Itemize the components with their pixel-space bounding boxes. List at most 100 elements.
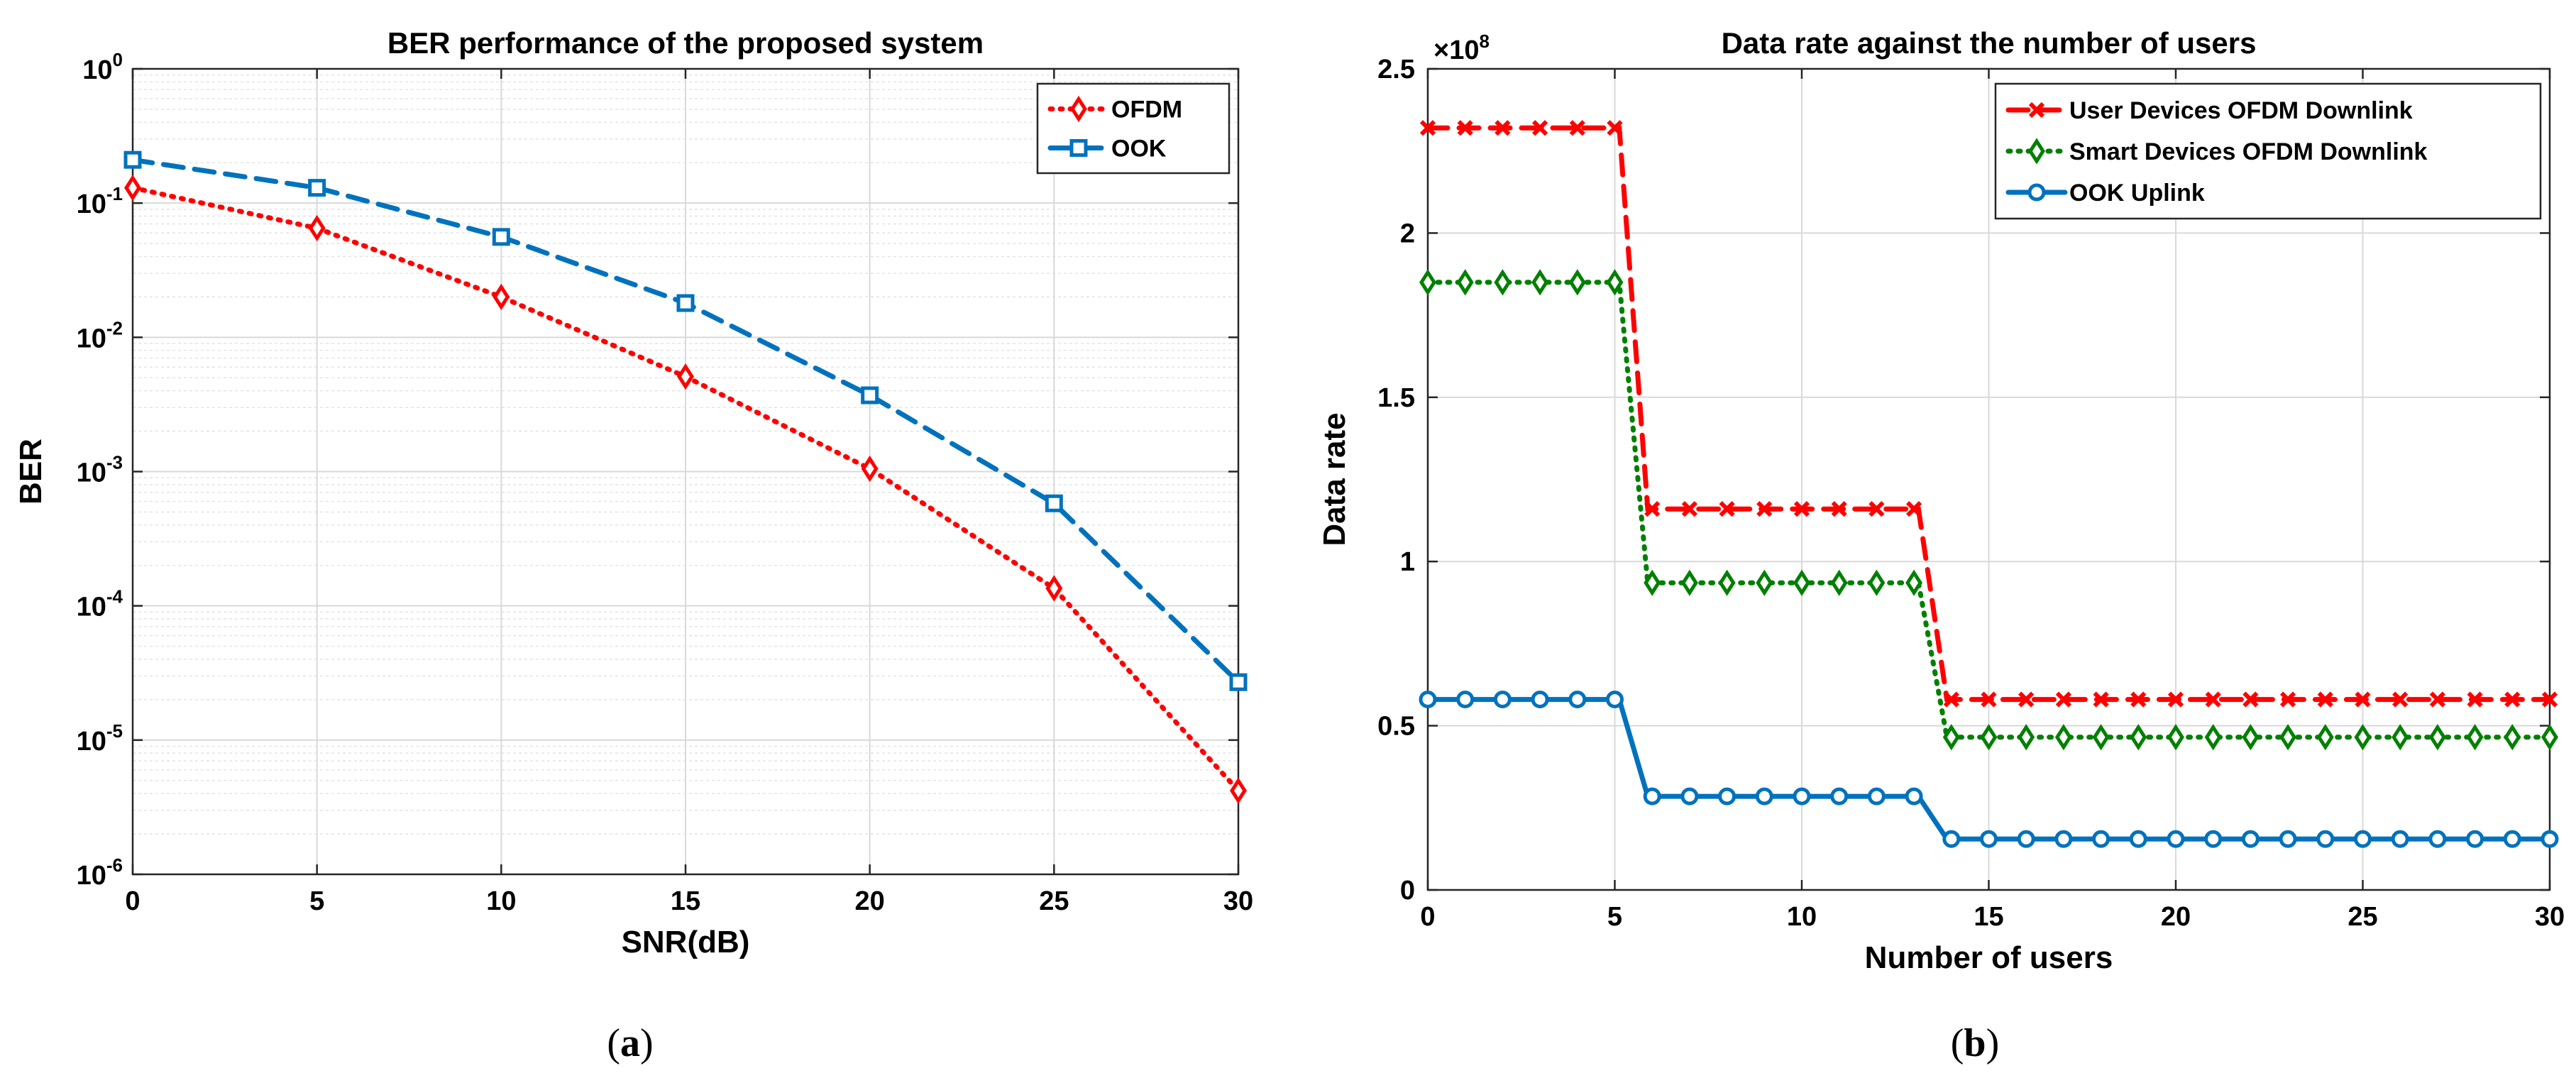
y-exponent-label: ×108: [1433, 31, 1490, 65]
data-point: [1793, 501, 1810, 517]
data-point: [861, 455, 879, 483]
data-point: [677, 363, 694, 390]
legend-label: OFDM: [1111, 97, 1182, 123]
data-point: [1756, 569, 1773, 596]
datarate-chart: 0 5 10 15 20 25 30 0 0.5 1 1.5 2 2.5 Data rate agains…: [1317, 26, 2565, 975]
data-point: [2354, 724, 2372, 751]
data-point: [2541, 724, 2558, 751]
data-point: [1045, 575, 1063, 602]
data-point: [2130, 691, 2147, 708]
x-tick-label: 15: [1974, 902, 2003, 932]
data-point: [676, 294, 695, 312]
data-point: [2355, 691, 2371, 708]
x-tick-label: 25: [2347, 902, 2377, 932]
data-point: [1981, 691, 1997, 708]
data-point: [492, 283, 510, 311]
data-point: [1756, 501, 1773, 517]
data-point: [2204, 830, 2223, 848]
series-user-devices-ofdm-downlink: [1419, 120, 2558, 708]
data-point: [2428, 724, 2446, 751]
data-point: [1718, 787, 1736, 805]
data-point: [2054, 830, 2073, 848]
x-tick-label: 10: [1787, 902, 1817, 932]
x-tick-label: 5: [1607, 902, 1622, 932]
data-point: [2167, 830, 2185, 848]
data-point: [2317, 691, 2333, 708]
x-tick-label: 5: [309, 886, 324, 916]
data-point: [1905, 501, 1922, 517]
data-point: [2018, 691, 2035, 708]
data-point: [1980, 724, 1998, 751]
legend-swatch-marker: [2027, 183, 2046, 202]
series-smart-devices-ofdm-downlink: [1419, 269, 2558, 751]
x-tick-label: 15: [671, 886, 700, 916]
data-point: [1229, 673, 1248, 691]
data-point: [1456, 269, 1474, 296]
data-point: [1905, 569, 1923, 596]
y-tick-label: 1: [1400, 547, 1415, 577]
y-axis-label: Data rate: [1317, 412, 1352, 546]
data-point: [2503, 830, 2521, 848]
data-point: [2279, 830, 2297, 848]
data-point: [1419, 691, 1437, 709]
data-point: [2504, 691, 2521, 708]
data-point: [1045, 494, 1063, 512]
data-point: [308, 214, 326, 242]
data-point: [1830, 787, 1849, 805]
data-point: [2541, 830, 2559, 848]
legend-swatch-marker: [1070, 95, 1087, 123]
data-point: [2054, 724, 2072, 751]
data-point: [1868, 569, 1886, 596]
x-tick-label: 20: [855, 886, 885, 916]
data-point: [861, 386, 879, 405]
y-tick-label: 10-4: [77, 586, 123, 622]
legend-label: OOK: [1111, 136, 1167, 163]
data-point: [1568, 269, 1586, 296]
data-point: [1568, 691, 1587, 709]
data-point: [1942, 830, 1961, 848]
data-point: [2429, 691, 2446, 708]
y-axis-label: BER: [13, 439, 48, 505]
y-tick-label: 10-2: [77, 317, 123, 353]
data-point: [2129, 830, 2147, 848]
data-point: [2354, 830, 2372, 848]
data-point: [1868, 501, 1885, 517]
y-tick-label: 10-3: [77, 452, 123, 488]
data-point: [1793, 569, 1810, 596]
data-point: [2205, 691, 2221, 708]
series-ofdm: [124, 174, 1247, 804]
y-tick-label: 100: [82, 49, 123, 85]
data-point: [1718, 569, 1736, 596]
data-point: [2130, 724, 2147, 751]
data-point: [2316, 724, 2334, 751]
x-tick-label: 30: [2535, 902, 2565, 932]
y-tick-label: 2.5: [1377, 55, 1415, 84]
x-tick-label: 10: [486, 886, 516, 916]
x-tick-label: 20: [2161, 902, 2191, 932]
chart-title: BER performance of the proposed system: [387, 26, 984, 60]
data-point: [1680, 569, 1698, 596]
data-point: [1569, 120, 1585, 136]
data-point: [1644, 501, 1661, 517]
data-point: [1531, 691, 1549, 709]
legend-swatch-marker: [2028, 138, 2045, 165]
y-tick-label: 10-6: [77, 854, 123, 891]
data-point: [1643, 787, 1661, 805]
data-point: [2466, 830, 2484, 848]
data-point: [1905, 787, 1923, 805]
ber-chart: 0 5 10 15 20 25 30 10-6 10-5 10-4 10-3 10-2 10-1 100 B…: [13, 26, 1253, 959]
data-point: [1681, 501, 1698, 517]
y-tick-label: 2: [1400, 219, 1415, 248]
data-point: [2242, 724, 2259, 751]
data-point: [2055, 691, 2072, 708]
data-point: [1830, 569, 1848, 596]
x-tick-label: 0: [1420, 902, 1435, 932]
data-point: [2466, 724, 2484, 751]
data-point: [1980, 830, 1998, 848]
data-point: [1607, 120, 1623, 136]
data-point: [2391, 830, 2409, 848]
data-point: [124, 174, 141, 202]
data-point: [1606, 269, 1624, 296]
chart-title: Data rate against the number of users: [1722, 26, 2257, 60]
